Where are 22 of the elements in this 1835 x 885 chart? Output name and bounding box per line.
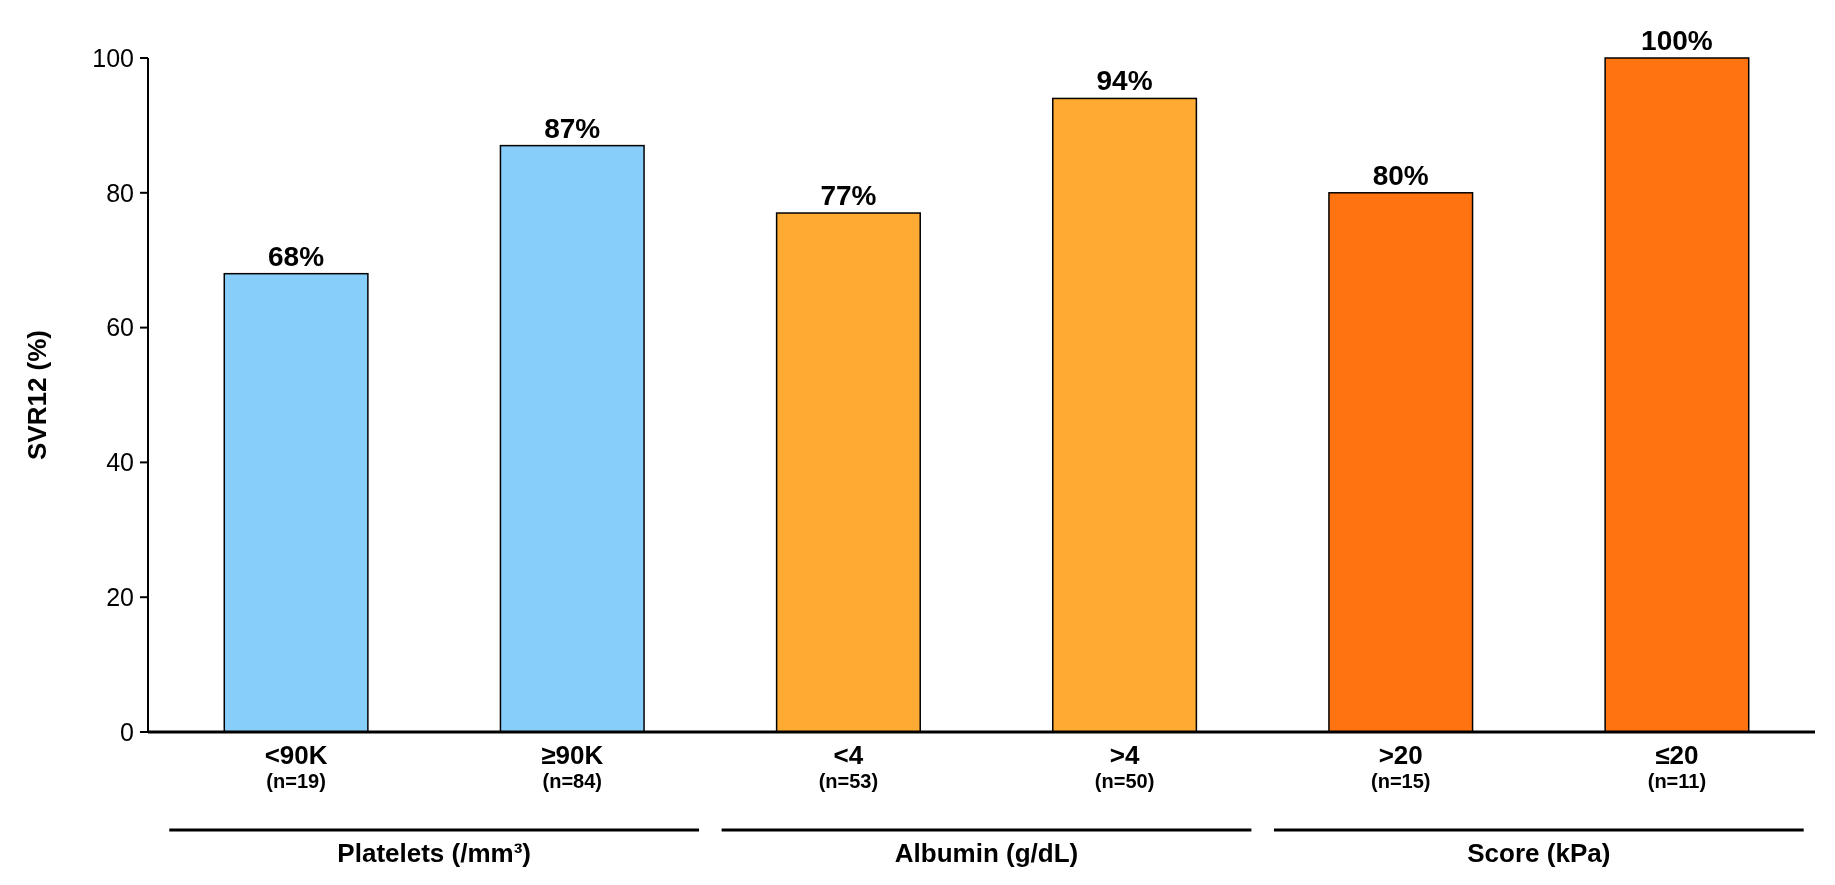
y-tick-label: 0: [120, 717, 134, 746]
y-tick-label: 60: [106, 313, 134, 342]
y-tick-label: 20: [106, 582, 134, 611]
data-label: 77%: [820, 180, 877, 212]
y-tick-label: 100: [92, 43, 134, 72]
y-tick-label: 80: [106, 178, 134, 207]
x-tick-label: <90K (n=19): [264, 740, 328, 792]
x-tick-label: >4 (n=50): [1094, 740, 1155, 792]
data-label: 87%: [544, 112, 601, 144]
text: Platelets (/mm³): [337, 838, 531, 868]
x-tick-label: ≤20 (n=11): [1647, 740, 1707, 792]
y-axis-title: SVR12 (%): [22, 329, 52, 461]
x-tick-label: >20 (n=15): [1371, 740, 1431, 792]
data-label: 94%: [1096, 65, 1153, 97]
text: Albumin (g/dL): [894, 838, 1079, 868]
data-label: 100%: [1641, 25, 1713, 56]
y-tick-label: 40: [106, 448, 134, 477]
data-label: 68%: [268, 240, 325, 272]
x-tick-label: ≥90K (n=84): [541, 740, 604, 792]
text: Score (kPa): [1467, 838, 1611, 868]
x-tick-label: <4 (n=53): [818, 740, 879, 792]
data-label: 80%: [1372, 159, 1429, 191]
